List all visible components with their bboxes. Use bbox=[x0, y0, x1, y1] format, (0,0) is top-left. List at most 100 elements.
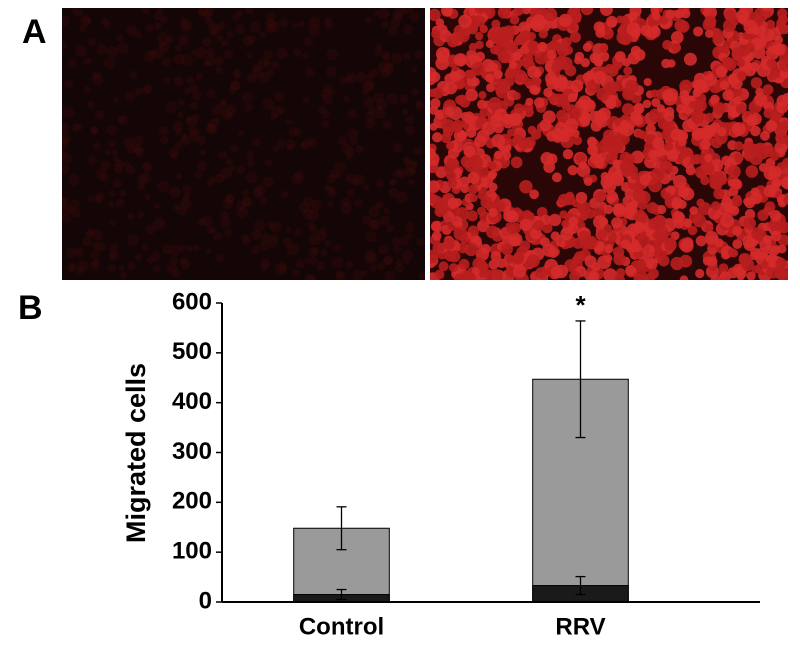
texture-cell bbox=[463, 145, 476, 158]
texture-cell bbox=[242, 235, 252, 245]
texture-cell bbox=[220, 166, 233, 179]
texture-cell bbox=[599, 44, 609, 53]
texture-cell bbox=[707, 256, 718, 267]
texture-cell bbox=[116, 34, 124, 42]
texture-cell bbox=[570, 107, 582, 119]
texture-cell bbox=[177, 244, 186, 253]
texture-cell bbox=[90, 126, 99, 136]
texture-cell bbox=[233, 72, 241, 79]
texture-cell bbox=[778, 23, 788, 32]
texture-cell bbox=[324, 19, 334, 30]
texture-cell bbox=[505, 254, 515, 264]
texture-cell bbox=[702, 18, 716, 32]
texture-cell bbox=[485, 40, 494, 49]
texture-cell bbox=[643, 77, 652, 87]
texture-cell bbox=[652, 231, 661, 240]
texture-cell bbox=[576, 202, 586, 212]
texture-cell bbox=[519, 179, 533, 194]
texture-cell bbox=[336, 271, 346, 280]
texture-cell bbox=[727, 248, 737, 258]
texture-cell bbox=[713, 188, 725, 200]
texture-cell bbox=[319, 226, 327, 235]
texture-cell bbox=[315, 230, 327, 242]
texture-cell bbox=[108, 190, 116, 197]
texture-cell bbox=[62, 106, 75, 119]
panel-label: A bbox=[22, 13, 47, 51]
texture-cell bbox=[208, 22, 219, 34]
texture-cell bbox=[757, 209, 769, 221]
texture-cell bbox=[479, 24, 488, 34]
texture-cell bbox=[721, 155, 732, 166]
texture-cell bbox=[770, 110, 781, 122]
texture-cell bbox=[172, 120, 183, 132]
panel-label: B bbox=[18, 289, 43, 327]
texture-cell bbox=[541, 222, 553, 234]
texture-cell bbox=[534, 51, 548, 65]
texture-cell bbox=[153, 47, 165, 60]
texture-cell bbox=[216, 34, 224, 42]
texture-cell bbox=[497, 8, 511, 19]
texture-cell bbox=[513, 103, 525, 114]
texture-cell bbox=[568, 223, 579, 234]
texture-cell bbox=[206, 88, 216, 98]
texture-cell bbox=[397, 168, 407, 178]
texture-cell bbox=[159, 15, 168, 24]
texture-cell bbox=[464, 111, 475, 122]
texture-cell bbox=[438, 261, 449, 272]
texture-cell bbox=[405, 222, 415, 233]
texture-cell bbox=[375, 98, 388, 111]
texture-cell bbox=[62, 205, 72, 216]
texture-cell bbox=[613, 274, 625, 280]
texture-cell bbox=[395, 263, 405, 273]
texture-cell bbox=[127, 212, 135, 220]
error-bar bbox=[575, 575, 586, 596]
texture-cell bbox=[638, 130, 648, 140]
texture-cell bbox=[326, 66, 337, 78]
texture-cell bbox=[211, 104, 224, 117]
texture-cell bbox=[395, 258, 404, 267]
texture-cell bbox=[469, 193, 478, 203]
texture-cell bbox=[508, 112, 521, 125]
texture-cell bbox=[471, 62, 485, 76]
texture-cell bbox=[329, 169, 340, 179]
texture-cell bbox=[62, 14, 70, 27]
texture-cell bbox=[564, 238, 575, 249]
texture-cell bbox=[377, 8, 390, 20]
texture-cell bbox=[297, 20, 305, 28]
texture-cell bbox=[546, 153, 558, 165]
texture-cell bbox=[302, 208, 314, 220]
texture-cell bbox=[533, 69, 542, 78]
texture-cell bbox=[173, 53, 185, 65]
texture-cell bbox=[444, 73, 456, 85]
texture-cell bbox=[190, 101, 199, 110]
texture-cell bbox=[308, 16, 321, 29]
texture-cell bbox=[464, 242, 479, 257]
texture-cell bbox=[394, 8, 406, 17]
texture-cell bbox=[404, 158, 411, 165]
texture-cell bbox=[180, 198, 192, 210]
texture-cell bbox=[62, 163, 70, 174]
texture-cell bbox=[754, 8, 765, 18]
texture-cell bbox=[513, 8, 524, 17]
texture-cell bbox=[696, 198, 705, 207]
texture-cell bbox=[62, 197, 70, 209]
texture-cell bbox=[774, 141, 788, 155]
texture-cell bbox=[262, 50, 273, 61]
texture-cell bbox=[383, 63, 395, 75]
texture-cell bbox=[529, 85, 539, 95]
texture-cell bbox=[745, 165, 759, 178]
texture-cell bbox=[181, 133, 189, 141]
texture-cell bbox=[404, 167, 415, 178]
texture-cell bbox=[189, 83, 200, 94]
texture-cell bbox=[695, 268, 705, 279]
texture-cell bbox=[166, 263, 178, 275]
texture-cell bbox=[522, 53, 534, 65]
texture-cell bbox=[266, 12, 276, 22]
texture-cell bbox=[704, 153, 713, 163]
texture-cell bbox=[665, 9, 676, 20]
texture-cell bbox=[173, 204, 180, 211]
texture-cell bbox=[64, 79, 74, 89]
texture-cell bbox=[186, 75, 195, 84]
texture-cell bbox=[451, 119, 464, 132]
texture-cell bbox=[556, 45, 570, 58]
